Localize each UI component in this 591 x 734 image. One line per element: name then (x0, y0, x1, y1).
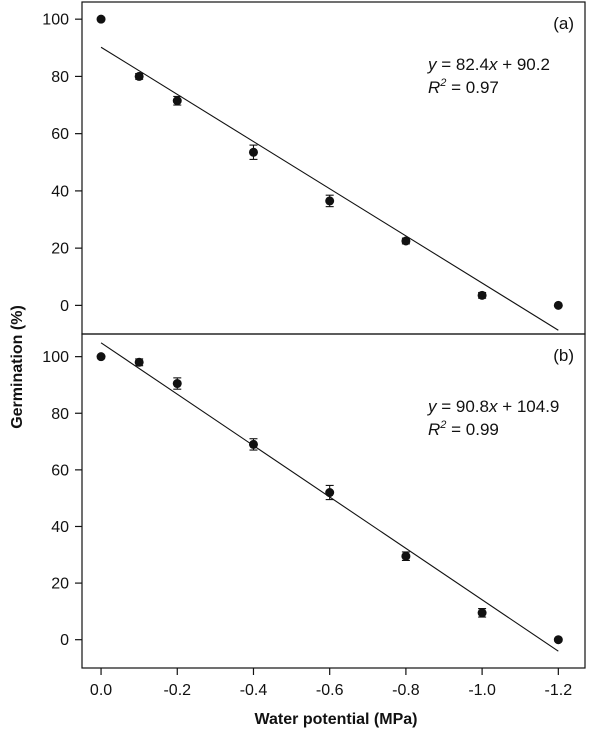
x-tick-label: -1.2 (545, 682, 573, 699)
data-point (553, 635, 563, 645)
r2-exp: 2 (439, 419, 446, 431)
panel-frame (81, 1, 586, 335)
y-tick-label: 80 (51, 69, 69, 86)
data-point (325, 196, 335, 206)
y-axis-title: Germination (%) (9, 305, 26, 429)
x-tick-label: -0.2 (163, 682, 191, 699)
data-point (553, 300, 563, 310)
y-tick-label: 40 (51, 183, 69, 200)
eq-rhs-2: + 104.9 (497, 397, 559, 416)
data-point (401, 551, 411, 561)
data-point (477, 608, 487, 618)
eq-x: x (488, 55, 498, 74)
data-point (248, 147, 258, 157)
data-point (96, 14, 106, 24)
data-point (401, 236, 411, 246)
r2-r: R (428, 420, 440, 439)
y-tick-label: 20 (51, 241, 69, 258)
data-point (172, 96, 182, 106)
y-tick-label: 60 (51, 462, 69, 479)
y-tick-label: 40 (51, 519, 69, 536)
data-point (134, 71, 144, 81)
data-point (477, 290, 487, 300)
r-squared: R2 = 0.97 (428, 77, 499, 97)
panel-label: (a) (553, 14, 574, 33)
eq-x: x (488, 397, 498, 416)
panel-frame (81, 333, 586, 669)
x-tick-label: -0.4 (240, 682, 268, 699)
data-point (96, 352, 106, 362)
panel-a: 0 20 40 60 80 100 (a) y = 82.4x + 90.2 R2 = 0.97 (42, 1, 586, 335)
r2-r: R (428, 78, 440, 97)
panel-b: 0 20 40 60 80 100 0.0 -0.2 -0.4 -0.6 -0.8 -1.0 -1.2 (… (42, 333, 586, 699)
x-axis-title: Water potential (MPa) (255, 711, 418, 728)
regression-equation: y = 90.8x + 104.9 (427, 397, 559, 416)
eq-rhs-2: + 90.2 (497, 55, 549, 74)
r2-value: = 0.97 (446, 78, 498, 97)
eq-rhs-1: = 90.8 (437, 397, 489, 416)
x-tick-label: -0.6 (316, 682, 344, 699)
r-squared: R2 = 0.99 (428, 419, 499, 439)
x-tick-label: -1.0 (468, 682, 496, 699)
data-point (248, 439, 258, 449)
y-tick-label: 100 (42, 349, 69, 366)
eq-y: y (427, 397, 438, 416)
y-tick-label: 60 (51, 126, 69, 143)
y-tick-label: 80 (51, 406, 69, 423)
regression-line (100, 46, 559, 331)
y-tick-label: 20 (51, 576, 69, 593)
panel-label: (b) (553, 346, 574, 365)
y-tick-label: 100 (42, 12, 69, 29)
x-tick-label: 0.0 (90, 682, 112, 699)
eq-y: y (427, 55, 438, 74)
y-tick-label: 0 (60, 632, 69, 649)
x-tick-label: -0.8 (392, 682, 420, 699)
r2-value: = 0.99 (446, 420, 498, 439)
data-point (134, 357, 144, 367)
data-point (325, 488, 335, 498)
regression-equation: y = 82.4x + 90.2 (427, 55, 550, 74)
data-point (172, 379, 182, 389)
y-tick-label: 0 (60, 298, 69, 315)
r2-exp: 2 (439, 77, 446, 89)
eq-rhs-1: = 82.4 (437, 55, 489, 74)
